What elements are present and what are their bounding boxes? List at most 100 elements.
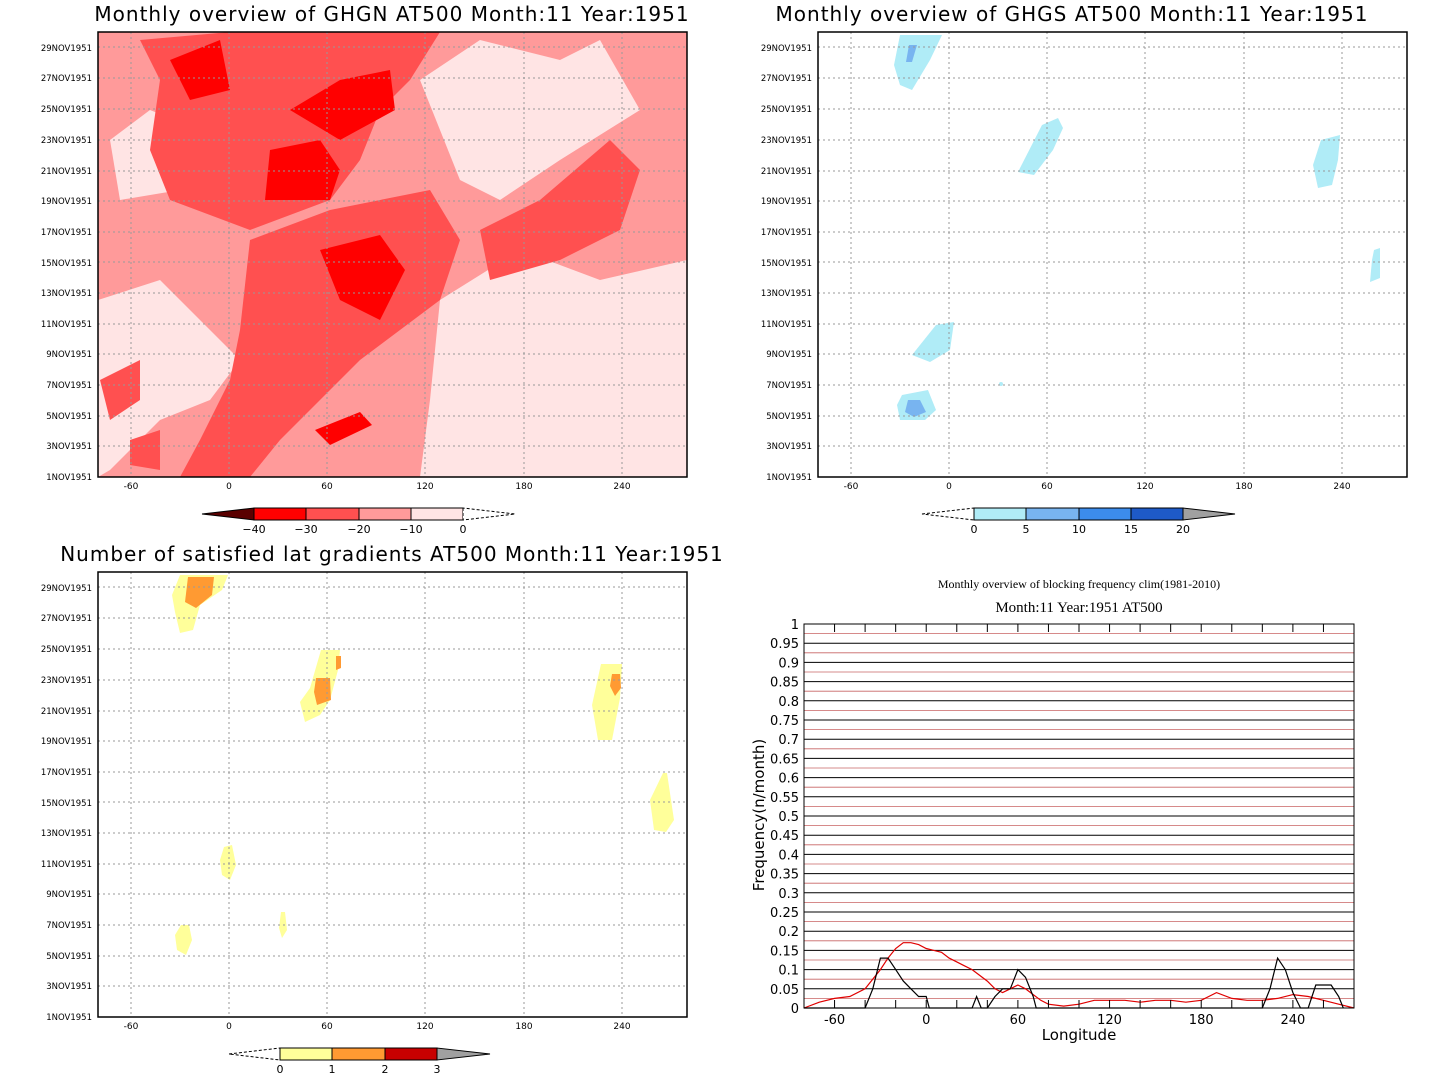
ghgs-title: Monthly overview of GHGS AT500 Month:11 … (775, 2, 1369, 26)
tick-label: 7NOV1951 (46, 921, 92, 931)
tick-label: 19NOV1951 (761, 197, 812, 207)
y-tick-label: 0 (791, 1002, 799, 1017)
tick-label: 17NOV1951 (41, 768, 92, 778)
y-tick-label: 0.8 (778, 695, 799, 710)
y-tick-label: 0.55 (770, 791, 799, 806)
tick-label: 23NOV1951 (41, 136, 92, 146)
tick-label: 5NOV1951 (46, 412, 92, 422)
tick-label: 13NOV1951 (41, 829, 92, 839)
tick-label: 0 (226, 1022, 232, 1032)
ghgs-plot: 1NOV1951 3NOV1951 5NOV1951 7NOV1951 9NOV… (761, 31, 1408, 536)
ghgs-colorbar-labels: 0 5 10 15 20 (971, 523, 1191, 536)
ghgs-y-ticks: 1NOV1951 3NOV1951 5NOV1951 7NOV1951 9NOV… (761, 44, 812, 483)
y-tick-label: 0.45 (770, 829, 799, 844)
tick-label: 11NOV1951 (761, 320, 812, 330)
freq-chart: Monthly overview of blocking frequency c… (750, 577, 1355, 1044)
tick-label: 180 (1235, 482, 1252, 492)
tick-label: 15NOV1951 (41, 799, 92, 809)
tick-label: 19NOV1951 (41, 197, 92, 207)
tick-label: 60 (321, 1022, 333, 1032)
tick-label: -60 (124, 482, 139, 492)
lat-colorbar (228, 1047, 491, 1061)
ghgs-colorbar (921, 507, 1236, 521)
tick-label: 3NOV1951 (46, 982, 92, 992)
tick-label: 17NOV1951 (41, 228, 92, 238)
tick-label: 60 (321, 482, 333, 492)
ghgn-y-ticks: 1NOV1951 3NOV1951 5NOV1951 7NOV1951 9NOV… (41, 44, 92, 483)
tick-label: 21NOV1951 (761, 167, 812, 177)
panel-ghgs: Monthly overview of GHGS AT500 Month:11 … (720, 0, 1440, 545)
tick-label: 17NOV1951 (761, 228, 812, 238)
tick-label: 11NOV1951 (41, 320, 92, 330)
colorbar-label: 0 (971, 523, 978, 536)
y-tick-label: 0.25 (770, 906, 799, 921)
tick-label: 1NOV1951 (766, 473, 812, 483)
tick-label: 5NOV1951 (46, 952, 92, 962)
tick-label: 120 (1136, 482, 1153, 492)
lat-colorbar-labels: 0 1 2 3 (277, 1063, 441, 1076)
y-tick-label: 0.15 (770, 944, 799, 959)
tick-label: 1NOV1951 (46, 1013, 92, 1023)
ghgn-colorbar (201, 507, 516, 521)
tick-label: 9NOV1951 (766, 350, 812, 360)
x-tick-label: 0 (922, 1013, 930, 1028)
tick-label: 15NOV1951 (41, 259, 92, 269)
y-tick-label: 0.5 (778, 810, 799, 825)
tick-label: 5NOV1951 (766, 412, 812, 422)
y-tick-label: 0.1 (778, 964, 799, 979)
ghgn-x-ticks: -60 0 60 120 180 240 (124, 482, 631, 492)
colorbar-label: 3 (434, 1063, 441, 1076)
lat-x-ticks: -60 0 60 120 180 240 (124, 1022, 631, 1032)
colorbar-label: 20 (1176, 523, 1190, 536)
tick-label: 7NOV1951 (766, 381, 812, 391)
ghgs-gridlines (818, 32, 1407, 477)
tick-label: 13NOV1951 (41, 289, 92, 299)
lat-gridlines (98, 572, 687, 1017)
panel-ghgn: Monthly overview of GHGN AT500 Month:11 … (0, 0, 720, 545)
tick-label: 240 (613, 482, 630, 492)
ghgn-field (98, 32, 687, 477)
tick-label: 13NOV1951 (761, 289, 812, 299)
freq-ylabel: Frequency(n/month) (750, 739, 768, 891)
y-tick-label: 0.2 (778, 925, 799, 940)
tick-label: 27NOV1951 (761, 74, 812, 84)
tick-label: 21NOV1951 (41, 167, 92, 177)
tick-label: 60 (1041, 482, 1053, 492)
colorbar-label: 15 (1124, 523, 1138, 536)
x-tick-label: 240 (1280, 1013, 1305, 1028)
freq-title: Monthly overview of blocking frequency c… (938, 577, 1220, 591)
tick-label: 120 (416, 482, 433, 492)
ghgn-colorbar-labels: −40 −30 −20 −10 0 (242, 523, 466, 536)
series-line-0 (803, 942, 1355, 1009)
y-tick-label: 0.6 (778, 772, 799, 787)
colorbar-label: 1 (329, 1063, 336, 1076)
colorbar-label: −30 (294, 523, 317, 536)
colorbar-label: 10 (1072, 523, 1086, 536)
tick-label: 21NOV1951 (41, 707, 92, 717)
tick-label: 11NOV1951 (41, 860, 92, 870)
lat-plot: 1NOV1951 3NOV1951 5NOV1951 7NOV1951 9NOV… (41, 571, 688, 1076)
tick-label: 9NOV1951 (46, 890, 92, 900)
ghgs-x-ticks: -60 0 60 120 180 240 (844, 482, 1351, 492)
tick-label: 29NOV1951 (761, 44, 812, 54)
tick-label: 180 (515, 1022, 532, 1032)
y-tick-label: 0.75 (770, 714, 799, 729)
freq-gridlines (804, 623, 1354, 1009)
colorbar-label: −40 (242, 523, 265, 536)
tick-label: 120 (416, 1022, 433, 1032)
colorbar-label: 2 (382, 1063, 389, 1076)
tick-label: 1NOV1951 (46, 473, 92, 483)
y-tick-label: 0.9 (778, 656, 799, 671)
tick-label: 19NOV1951 (41, 737, 92, 747)
y-tick-label: 0.35 (770, 868, 799, 883)
freq-subtitle: Month:11 Year:1951 AT500 (995, 600, 1162, 616)
ghgn-frame (97, 31, 688, 478)
lat-field (172, 575, 674, 955)
tick-label: 29NOV1951 (41, 44, 92, 54)
tick-label: 23NOV1951 (761, 136, 812, 146)
y-tick-label: 0.95 (770, 637, 799, 652)
tick-label: 0 (946, 482, 952, 492)
y-tick-label: 0.85 (770, 676, 799, 691)
freq-axes: 0 0.05 0.1 0.15 0.2 0.25 0.3 0.35 0.4 0.45 0.5 0.55… (770, 618, 1355, 1028)
tick-label: 180 (515, 482, 532, 492)
